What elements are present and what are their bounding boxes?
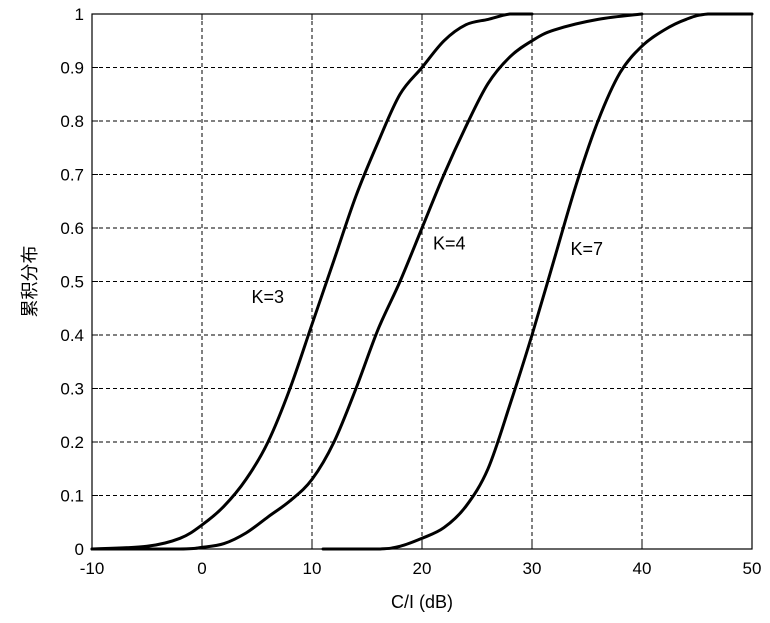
y-tick-label: 0.9 [60,59,84,78]
curves [90,12,754,551]
y-tick-label: 0.6 [60,219,84,238]
curve-label-k-7: K=7 [571,239,604,259]
y-axis-ticks: 0 0.1 0.2 0.3 0.4 0.5 0.6 0.7 0.8 0.9 1 [60,5,752,559]
curve-label-k-3: K=3 [252,287,285,307]
grid [92,14,752,549]
series-line-k-7 [321,12,754,551]
series-line-k-4 [90,12,644,551]
series-line-k-3 [90,12,534,551]
curve-label-k-4: K=4 [433,233,466,253]
x-tick-label: 30 [523,559,542,578]
y-tick-label: 0.4 [60,326,84,345]
y-tick-label: 0.8 [60,112,84,131]
x-tick-label: 40 [633,559,652,578]
x-tick-label: 10 [303,559,322,578]
curve-labels: K=3 K=4 K=7 [252,233,604,307]
x-tick-label: 0 [197,559,206,578]
x-axis-ticks: -10 0 10 20 30 40 50 [80,14,762,578]
y-tick-label: 0 [75,540,84,559]
y-tick-label: 1 [75,5,84,24]
x-tick-label: -10 [80,559,105,578]
x-axis-label: C/I (dB) [391,592,453,612]
y-tick-label: 0.2 [60,433,84,452]
y-axis-label: 累积分布 [20,246,40,318]
x-tick-label: 50 [743,559,762,578]
y-tick-label: 0.1 [60,487,84,506]
y-tick-label: 0.7 [60,166,84,185]
y-tick-label: 0.5 [60,273,84,292]
x-tick-label: 20 [413,559,432,578]
y-tick-label: 0.3 [60,380,84,399]
